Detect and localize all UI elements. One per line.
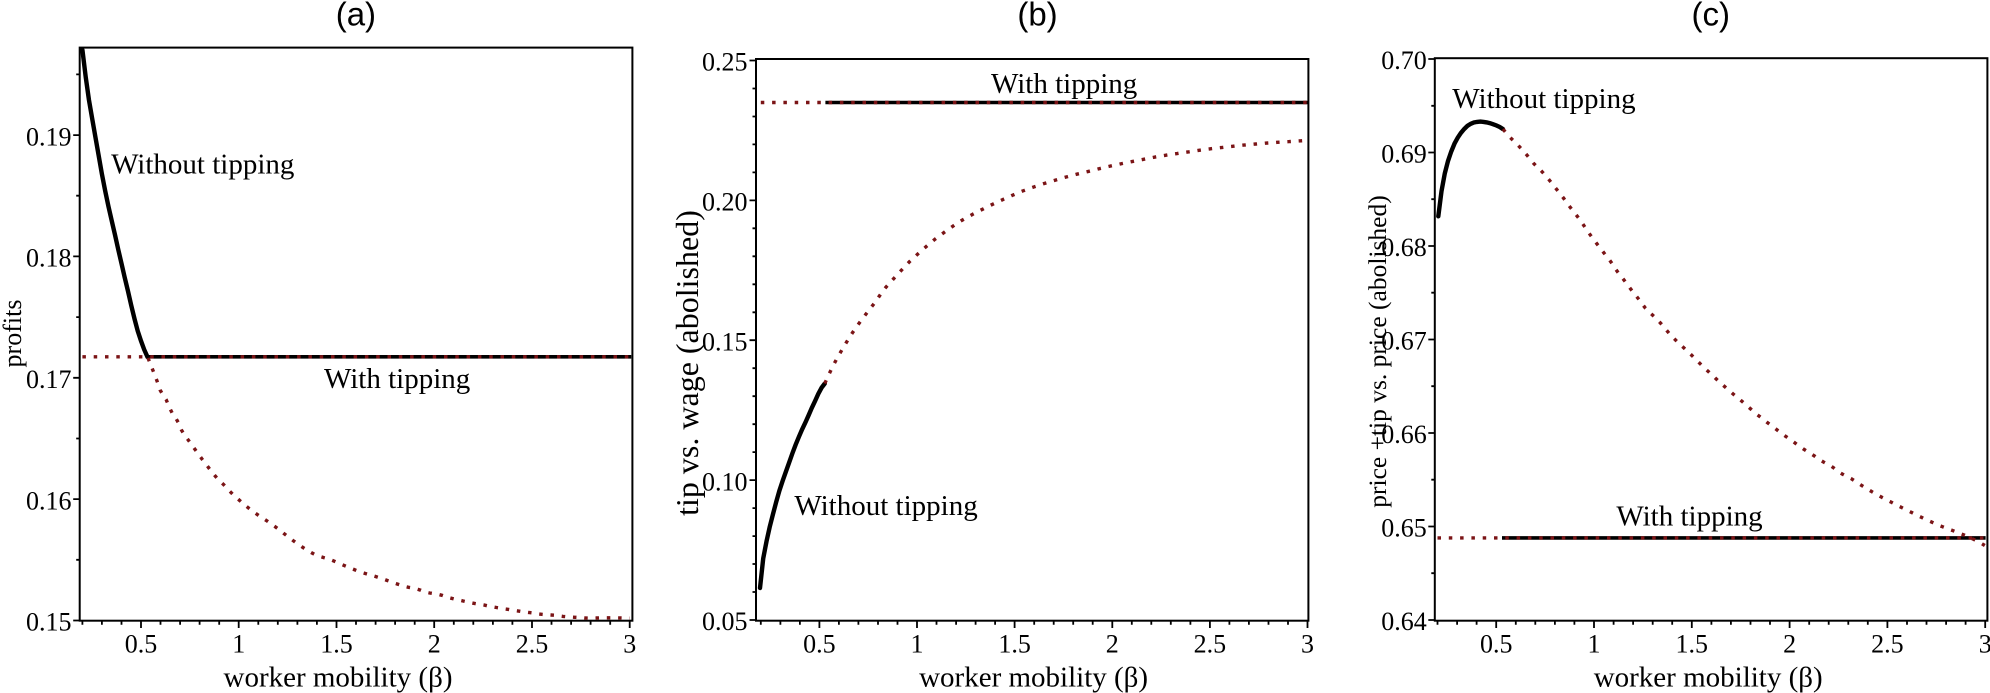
svg-text:(b): (b) [1017, 0, 1057, 33]
svg-text:Without tipping: Without tipping [1452, 83, 1635, 115]
svg-text:0.69: 0.69 [1381, 140, 1427, 169]
svg-text:1.5: 1.5 [1676, 630, 1709, 659]
svg-text:With tipping: With tipping [324, 363, 470, 395]
svg-text:0.25: 0.25 [702, 48, 748, 77]
svg-text:(c): (c) [1692, 0, 1730, 33]
svg-text:2.5: 2.5 [1871, 630, 1904, 659]
svg-text:0.68: 0.68 [1381, 233, 1427, 262]
svg-text:0.70: 0.70 [1381, 46, 1427, 75]
svg-text:0.5: 0.5 [803, 630, 836, 659]
svg-text:1: 1 [911, 630, 924, 659]
svg-text:tip vs. wage (abolished): tip vs. wage (abolished) [669, 210, 705, 516]
svg-text:(a): (a) [336, 0, 376, 33]
svg-text:0.67: 0.67 [1381, 327, 1427, 356]
svg-text:3: 3 [623, 630, 636, 659]
svg-text:2.5: 2.5 [516, 630, 549, 659]
svg-text:Without tipping: Without tipping [111, 149, 294, 181]
svg-text:profits: profits [0, 300, 27, 368]
svg-text:1: 1 [232, 630, 245, 659]
svg-text:0.5: 0.5 [125, 630, 158, 659]
svg-text:Without tipping: Without tipping [794, 490, 977, 522]
svg-text:2: 2 [1106, 630, 1119, 659]
svg-text:0.10: 0.10 [702, 467, 748, 496]
svg-text:price +tip vs. price (abolishe: price +tip vs. price (abolished) [1363, 195, 1392, 508]
svg-text:1: 1 [1588, 630, 1601, 659]
svg-text:0.16: 0.16 [26, 486, 72, 515]
svg-text:3: 3 [1301, 630, 1314, 659]
svg-text:worker mobility (β): worker mobility (β) [224, 662, 453, 693]
svg-text:0.18: 0.18 [26, 244, 72, 273]
svg-text:1.5: 1.5 [320, 630, 353, 659]
svg-text:With tipping: With tipping [1616, 500, 1762, 532]
svg-text:With tipping: With tipping [991, 68, 1137, 100]
svg-text:0.17: 0.17 [26, 365, 72, 394]
svg-text:0.20: 0.20 [702, 188, 748, 217]
svg-text:0.66: 0.66 [1381, 420, 1427, 449]
svg-text:worker mobility (β): worker mobility (β) [919, 662, 1148, 693]
svg-text:1.5: 1.5 [998, 630, 1031, 659]
svg-text:2.5: 2.5 [1194, 630, 1227, 659]
svg-text:0.05: 0.05 [702, 607, 748, 636]
svg-text:0.15: 0.15 [702, 327, 748, 356]
svg-text:0.64: 0.64 [1381, 607, 1427, 636]
svg-text:0.5: 0.5 [1480, 630, 1513, 659]
svg-text:3: 3 [1979, 630, 1990, 659]
svg-text:0.15: 0.15 [26, 608, 72, 637]
svg-text:2: 2 [1783, 630, 1796, 659]
svg-text:0.65: 0.65 [1381, 514, 1427, 543]
svg-text:worker mobility (β): worker mobility (β) [1594, 662, 1823, 693]
svg-text:2: 2 [428, 630, 441, 659]
svg-text:0.19: 0.19 [26, 122, 72, 151]
